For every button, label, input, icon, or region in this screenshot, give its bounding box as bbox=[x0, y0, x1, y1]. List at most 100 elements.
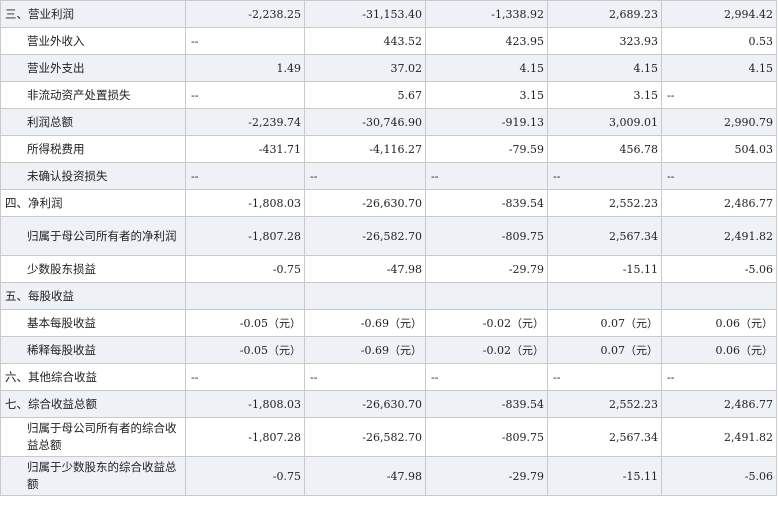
value-cell: -431.71 bbox=[185, 135, 305, 163]
value-cell: -1,338.92 bbox=[425, 0, 548, 28]
value-cell: -1,808.03 bbox=[185, 189, 305, 217]
value-cell: 1.49 bbox=[185, 54, 305, 82]
value-cell: -809.75 bbox=[425, 216, 548, 256]
row-label: 少数股东损益 bbox=[0, 255, 186, 283]
value-cell: -2,239.74 bbox=[185, 108, 305, 136]
value-cell: -26,630.70 bbox=[304, 189, 426, 217]
value-cell: -- bbox=[425, 162, 548, 190]
value-cell: -0.05（元） bbox=[185, 309, 305, 337]
value-cell: 3.15 bbox=[425, 81, 548, 109]
value-cell: 2,491.82 bbox=[661, 417, 777, 457]
value-cell: -26,582.70 bbox=[304, 417, 426, 457]
value-cell: 4.15 bbox=[661, 54, 777, 82]
value-cell: -- bbox=[547, 363, 662, 391]
value-cell: -26,630.70 bbox=[304, 390, 426, 418]
value-cell: 4.15 bbox=[425, 54, 548, 82]
value-cell bbox=[547, 282, 662, 310]
value-cell: -0.02（元） bbox=[425, 336, 548, 364]
row-label: 六、其他综合收益 bbox=[0, 363, 186, 391]
table-row: 少数股东损益 -0.75 -47.98 -29.79 -15.11 -5.06 bbox=[0, 255, 777, 283]
value-cell: 0.07（元） bbox=[547, 336, 662, 364]
value-cell: 504.03 bbox=[661, 135, 777, 163]
table-row: 六、其他综合收益 -- -- -- -- -- bbox=[0, 363, 777, 391]
value-cell: 2,491.82 bbox=[661, 216, 777, 256]
value-cell: 2,552.23 bbox=[547, 189, 662, 217]
row-label: 五、每股收益 bbox=[0, 282, 186, 310]
value-cell: -1,808.03 bbox=[185, 390, 305, 418]
table-row: 非流动资产处置损失 -- 5.67 3.15 3.15 -- bbox=[0, 81, 777, 109]
row-label: 未确认投资损失 bbox=[0, 162, 186, 190]
value-cell: -0.69（元） bbox=[304, 336, 426, 364]
value-cell: -- bbox=[547, 162, 662, 190]
value-cell: -- bbox=[661, 162, 777, 190]
value-cell: -15.11 bbox=[547, 255, 662, 283]
value-cell: 3,009.01 bbox=[547, 108, 662, 136]
value-cell: -839.54 bbox=[425, 189, 548, 217]
value-cell: 456.78 bbox=[547, 135, 662, 163]
value-cell: -47.98 bbox=[304, 255, 426, 283]
value-cell bbox=[661, 282, 777, 310]
table-row: 未确认投资损失 -- -- -- -- -- bbox=[0, 162, 777, 190]
value-cell: 3.15 bbox=[547, 81, 662, 109]
value-cell: -- bbox=[185, 162, 305, 190]
row-label: 营业外支出 bbox=[0, 54, 186, 82]
value-cell: -839.54 bbox=[425, 390, 548, 418]
row-label: 利润总额 bbox=[0, 108, 186, 136]
value-cell: -30,746.90 bbox=[304, 108, 426, 136]
row-label: 非流动资产处置损失 bbox=[0, 81, 186, 109]
value-cell: 37.02 bbox=[304, 54, 426, 82]
value-cell: -809.75 bbox=[425, 417, 548, 457]
value-cell: -2,238.25 bbox=[185, 0, 305, 28]
row-label: 归属于少数股东的综合收益总额 bbox=[0, 456, 186, 496]
table-row: 稀释每股收益 -0.05（元） -0.69（元） -0.02（元） 0.07（元） 0.0… bbox=[0, 336, 777, 364]
value-cell: 0.07（元） bbox=[547, 309, 662, 337]
table-row: 五、每股收益 bbox=[0, 282, 777, 310]
value-cell: 2,552.23 bbox=[547, 390, 662, 418]
row-label: 稀释每股收益 bbox=[0, 336, 186, 364]
value-cell: 423.95 bbox=[425, 27, 548, 55]
value-cell: 2,567.34 bbox=[547, 216, 662, 256]
value-cell: 0.53 bbox=[661, 27, 777, 55]
row-label: 所得税费用 bbox=[0, 135, 186, 163]
value-cell: -31,153.40 bbox=[304, 0, 426, 28]
value-cell: -1,807.28 bbox=[185, 216, 305, 256]
value-cell: -47.98 bbox=[304, 456, 426, 496]
table-row: 利润总额 -2,239.74 -30,746.90 -919.13 3,009.01 2,… bbox=[0, 108, 777, 136]
value-cell: -0.02（元） bbox=[425, 309, 548, 337]
value-cell bbox=[185, 282, 305, 310]
row-label: 归属于母公司所有者的综合收益总额 bbox=[0, 417, 186, 457]
table-row: 基本每股收益 -0.05（元） -0.69（元） -0.02（元） 0.07（元） 0.0… bbox=[0, 309, 777, 337]
value-cell: -0.69（元） bbox=[304, 309, 426, 337]
value-cell: -1,807.28 bbox=[185, 417, 305, 457]
table-row: 三、营业利润 -2,238.25 -31,153.40 -1,338.92 2,689.… bbox=[0, 0, 777, 28]
row-label: 归属于母公司所有者的净利润 bbox=[0, 216, 186, 256]
value-cell bbox=[425, 282, 548, 310]
value-cell: -26,582.70 bbox=[304, 216, 426, 256]
value-cell: 2,994.42 bbox=[661, 0, 777, 28]
value-cell: -0.05（元） bbox=[185, 336, 305, 364]
value-cell: -- bbox=[185, 81, 305, 109]
value-cell: 0.06（元） bbox=[661, 309, 777, 337]
income-statement-table: 三、营业利润 -2,238.25 -31,153.40 -1,338.92 2,689.… bbox=[0, 0, 777, 496]
row-label: 四、净利润 bbox=[0, 189, 186, 217]
value-cell: 2,990.79 bbox=[661, 108, 777, 136]
row-label: 七、综合收益总额 bbox=[0, 390, 186, 418]
value-cell: -5.06 bbox=[661, 255, 777, 283]
value-cell: -29.79 bbox=[425, 456, 548, 496]
value-cell: 0.06（元） bbox=[661, 336, 777, 364]
value-cell: 2,689.23 bbox=[547, 0, 662, 28]
value-cell: -4,116.27 bbox=[304, 135, 426, 163]
value-cell: 2,486.77 bbox=[661, 390, 777, 418]
value-cell: 2,486.77 bbox=[661, 189, 777, 217]
value-cell: -- bbox=[304, 162, 426, 190]
value-cell: -5.06 bbox=[661, 456, 777, 496]
table-row: 归属于母公司所有者的综合收益总额 -1,807.28 -26,582.70 -809.… bbox=[0, 417, 777, 457]
value-cell: 323.93 bbox=[547, 27, 662, 55]
table-row: 归属于少数股东的综合收益总额 -0.75 -47.98 -29.79 -15.11 -5.… bbox=[0, 456, 777, 496]
value-cell: -29.79 bbox=[425, 255, 548, 283]
table-row: 营业外支出 1.49 37.02 4.15 4.15 4.15 bbox=[0, 54, 777, 82]
value-cell: 2,567.34 bbox=[547, 417, 662, 457]
row-label: 基本每股收益 bbox=[0, 309, 186, 337]
value-cell: -- bbox=[185, 27, 305, 55]
value-cell: -- bbox=[425, 363, 548, 391]
